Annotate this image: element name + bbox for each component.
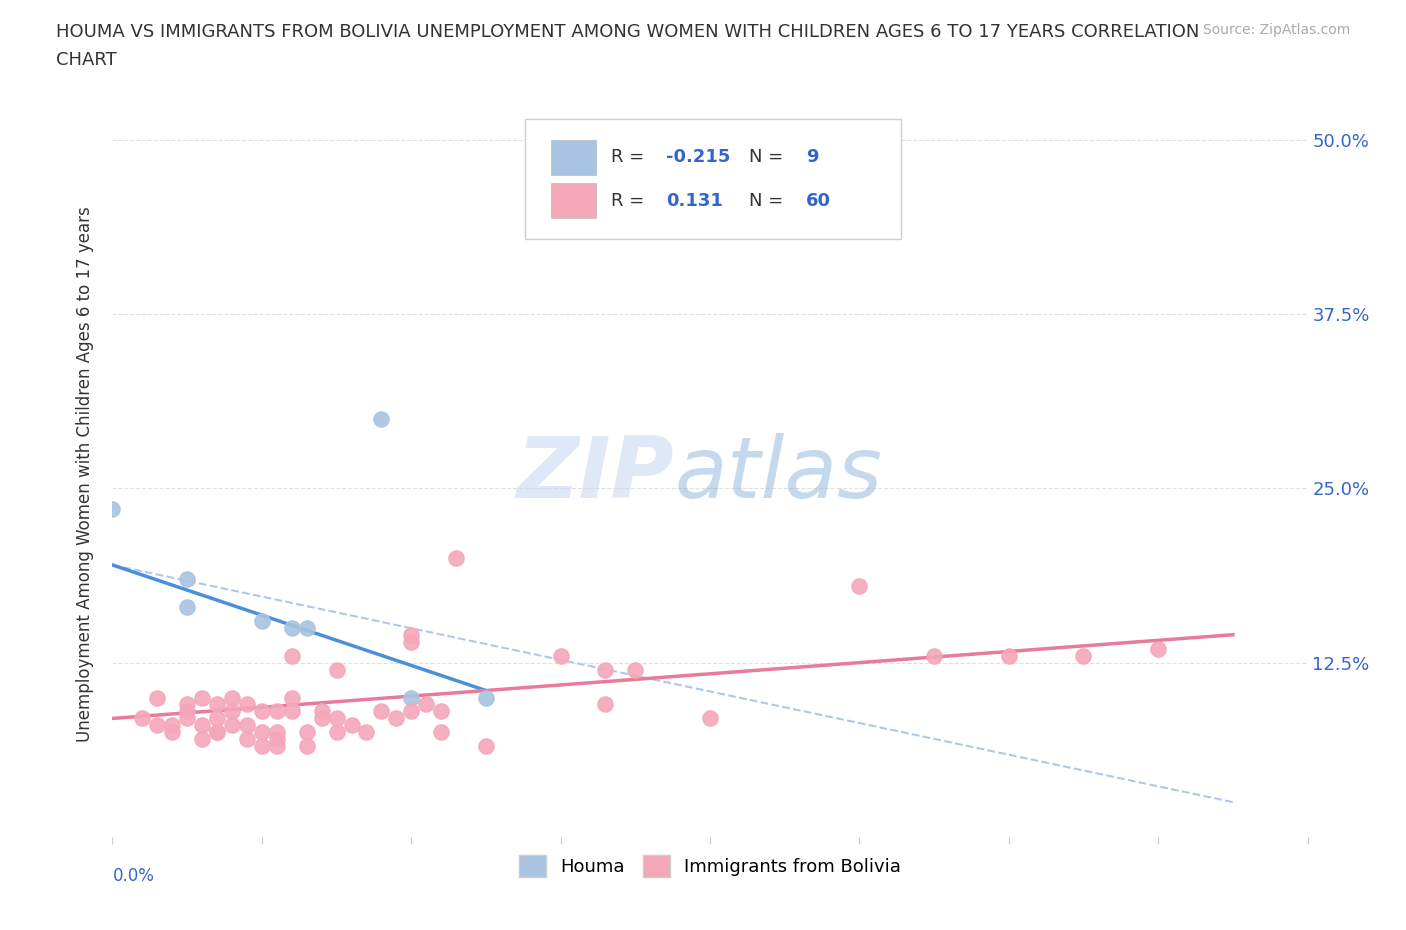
Point [221, 690, 243, 705]
Point [356, 725, 378, 740]
Text: 0.0%: 0.0% [112, 867, 155, 884]
Point [475, 690, 498, 705]
Text: N =: N = [749, 192, 783, 210]
Text: R =: R = [610, 148, 644, 166]
Text: atlas: atlas [675, 432, 882, 516]
Point [624, 662, 647, 677]
Text: 9: 9 [806, 148, 818, 166]
Point [281, 620, 304, 635]
Point [550, 648, 572, 663]
Point [370, 411, 392, 426]
Point [101, 502, 124, 517]
Point [998, 648, 1021, 663]
Point [250, 704, 273, 719]
Point [236, 732, 259, 747]
Point [1073, 648, 1095, 663]
Point [415, 698, 437, 712]
Text: HOUMA VS IMMIGRANTS FROM BOLIVIA UNEMPLOYMENT AMONG WOMEN WITH CHILDREN AGES 6 T: HOUMA VS IMMIGRANTS FROM BOLIVIA UNEMPLO… [56, 23, 1199, 41]
Point [131, 711, 153, 726]
Point [295, 738, 318, 753]
Text: ZIP: ZIP [516, 432, 675, 516]
Bar [551, 140, 596, 175]
Text: N =: N = [749, 148, 783, 166]
Point [430, 725, 453, 740]
Legend: Houma, Immigrants from Bolivia: Houma, Immigrants from Bolivia [510, 846, 910, 886]
Point [281, 690, 304, 705]
Point [236, 718, 259, 733]
Point [281, 704, 304, 719]
Point [401, 628, 423, 643]
Text: Source: ZipAtlas.com: Source: ZipAtlas.com [1202, 23, 1350, 37]
Point [191, 732, 214, 747]
Text: 0.131: 0.131 [666, 192, 723, 210]
Text: CHART: CHART [56, 51, 117, 69]
Point [205, 698, 228, 712]
Point [311, 711, 333, 726]
Y-axis label: Unemployment Among Women with Children Ages 6 to 17 years: Unemployment Among Women with Children A… [76, 206, 94, 742]
Bar [551, 183, 596, 219]
FancyBboxPatch shape [524, 119, 901, 239]
Point [295, 620, 318, 635]
Point [146, 718, 169, 733]
Point [1147, 642, 1170, 657]
Point [340, 718, 363, 733]
Point [401, 634, 423, 649]
Point [370, 704, 392, 719]
Point [221, 704, 243, 719]
Point [401, 704, 423, 719]
Point [385, 711, 408, 726]
Point [325, 711, 347, 726]
Point [266, 738, 288, 753]
Point [205, 725, 228, 740]
Point [162, 725, 183, 740]
Point [325, 662, 347, 677]
Point [266, 704, 288, 719]
Point [250, 725, 273, 740]
Point [250, 614, 273, 629]
Point [430, 704, 453, 719]
Point [176, 698, 198, 712]
Point [162, 718, 183, 733]
Point [236, 698, 259, 712]
Point [295, 725, 318, 740]
Point [922, 648, 945, 663]
Point [266, 725, 288, 740]
Point [595, 698, 617, 712]
Point [221, 718, 243, 733]
Point [176, 571, 198, 587]
Point [176, 600, 198, 615]
Point [699, 711, 721, 726]
Text: 60: 60 [806, 192, 831, 210]
Point [444, 551, 467, 565]
Text: R =: R = [610, 192, 644, 210]
Point [325, 725, 347, 740]
Point [176, 704, 198, 719]
Point [281, 648, 304, 663]
Point [475, 738, 498, 753]
Point [146, 690, 169, 705]
Text: -0.215: -0.215 [666, 148, 730, 166]
Point [250, 738, 273, 753]
Point [401, 690, 423, 705]
Point [176, 711, 198, 726]
Point [191, 690, 214, 705]
Point [205, 725, 228, 740]
Point [311, 704, 333, 719]
Point [848, 578, 870, 593]
Point [595, 662, 617, 677]
Point [191, 718, 214, 733]
Point [266, 732, 288, 747]
Point [205, 711, 228, 726]
